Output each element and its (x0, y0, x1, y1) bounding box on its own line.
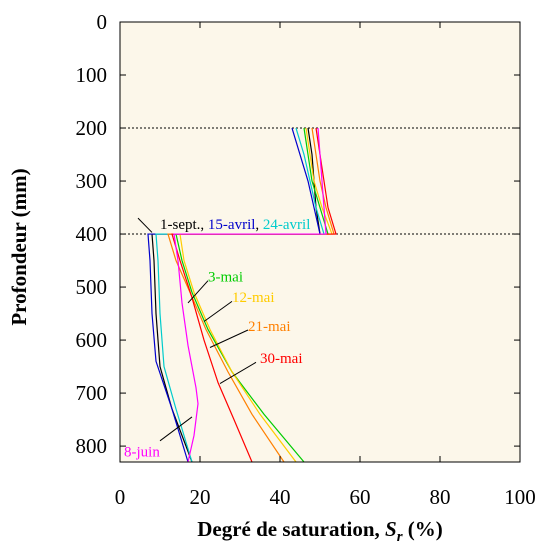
annotation-label-6: 8-juin (124, 444, 160, 460)
y-tick-label: 600 (76, 328, 108, 352)
annotation-pointer (209, 329, 249, 348)
x-axis-label: Degré de saturation, Sr (%) (197, 517, 443, 545)
x-axis-label-unit: (%) (403, 517, 443, 541)
annotation-text: 3-mai (208, 269, 243, 285)
annotation-pointer (137, 217, 153, 233)
x-axis-label-symbol: S (385, 517, 397, 541)
annotation-pointers (137, 217, 257, 442)
annotation-text: 24-avril (263, 217, 310, 233)
plot-frame (119, 21, 521, 463)
annotation-pointer (159, 416, 193, 442)
y-tick-label: 500 (76, 275, 108, 299)
annotation-label-5: 30-mai (260, 351, 303, 367)
annotation-pointer (219, 361, 257, 384)
series-line-8 (173, 127, 327, 463)
x-ticks: 0 20 40 60 80 100 (115, 22, 536, 509)
x-axis-label-main: Degré de saturation, (197, 517, 385, 541)
x-tick-label: 80 (430, 485, 451, 509)
y-tick-label: 400 (76, 222, 108, 246)
annotation-text: , (255, 217, 263, 233)
annotation-text: 15-avril (208, 217, 255, 233)
series-line-5 (179, 127, 333, 463)
y-tick-label: 300 (76, 169, 108, 193)
annotation-text: 21-mai (248, 319, 291, 335)
x-tick-label: 0 (115, 485, 126, 509)
annotation-label-3: 12-mai (232, 290, 275, 306)
x-tick-label: 40 (270, 485, 291, 509)
y-tick-label: 0 (97, 10, 108, 34)
x-axis-label-subscript: r (397, 529, 403, 545)
annotation-text: 30-mai (260, 351, 303, 367)
annotation-pointer (203, 300, 233, 322)
annotation-pointer (187, 280, 209, 304)
annotation-labels: 1-sept., 15-avril, 24-avril 3-mai 12-mai 21… (124, 217, 310, 460)
annotation-text: 12-mai (232, 290, 275, 306)
annotation-text: 1-sept. (160, 217, 200, 233)
annotation-text: , (200, 217, 208, 233)
series-line-3 (155, 127, 325, 463)
x-tick-label: 60 (350, 485, 371, 509)
series-line-6 (167, 127, 335, 463)
annotation-label-1: 1-sept., 15-avril, 24-avril (160, 217, 310, 233)
y-tick-label: 800 (76, 434, 108, 458)
series-line-2 (147, 127, 321, 463)
annotation-text: 8-juin (124, 444, 160, 460)
y-tick-label: 200 (76, 116, 108, 140)
y-tick-label: 700 (76, 381, 108, 405)
x-tick-label: 100 (504, 485, 536, 509)
x-tick-label: 20 (190, 485, 211, 509)
plot-background (120, 22, 520, 462)
annotation-label-2: 3-mai (208, 269, 243, 285)
y-axis-label: Profondeur (mm) (7, 168, 31, 325)
y-tick-label: 100 (76, 63, 108, 87)
annotation-label-4: 21-mai (248, 319, 291, 335)
y-ticks: 0 100 200 300 400 500 600 700 800 (76, 10, 520, 458)
series-layer (147, 127, 337, 463)
